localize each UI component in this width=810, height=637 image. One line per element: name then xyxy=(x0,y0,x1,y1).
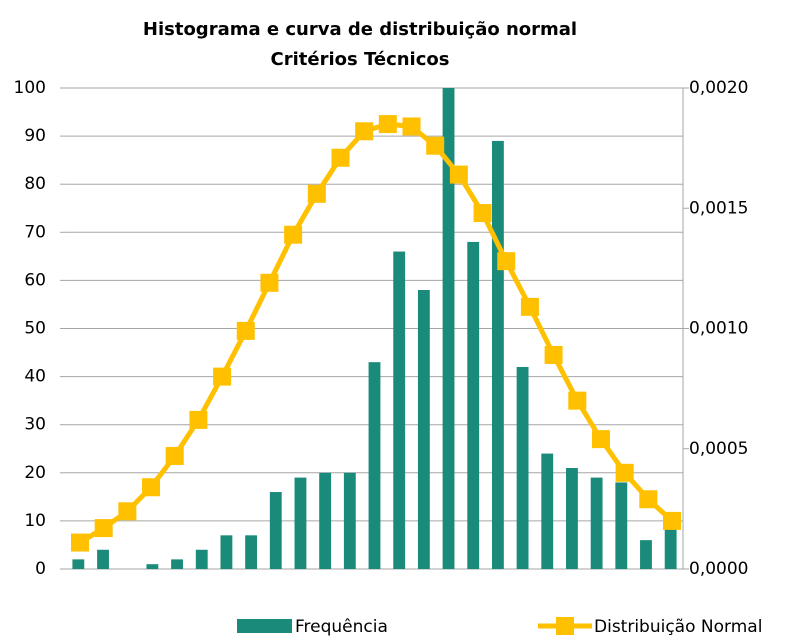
y-tick-label: 40 xyxy=(24,367,46,387)
y2-tick-label: 0,0000 xyxy=(689,559,748,579)
marker xyxy=(591,430,610,449)
marker xyxy=(260,273,279,292)
marker xyxy=(568,391,587,410)
legend-swatch xyxy=(237,619,292,633)
chart-title: Histograma e curva de distribuição norma… xyxy=(143,19,577,40)
bar xyxy=(442,88,455,569)
y-tick-label: 20 xyxy=(24,463,46,483)
bar xyxy=(368,362,381,569)
marker xyxy=(355,122,374,141)
bar xyxy=(615,482,628,569)
y-tick-label: 70 xyxy=(24,222,46,242)
bar xyxy=(220,535,233,569)
marker xyxy=(473,204,492,223)
marker xyxy=(615,463,634,482)
bar xyxy=(467,241,480,570)
bar xyxy=(97,549,109,569)
y-tick-label: 10 xyxy=(24,511,46,531)
y2-tick-label: 0,0020 xyxy=(689,78,748,98)
marker xyxy=(118,502,137,521)
marker xyxy=(426,136,445,155)
chart-subtitle: Critérios Técnicos xyxy=(271,49,450,70)
marker xyxy=(402,117,421,136)
marker xyxy=(307,184,326,203)
bar xyxy=(319,472,332,569)
bar xyxy=(343,472,356,569)
bar xyxy=(171,559,183,569)
y-tick-label: 0 xyxy=(35,559,46,579)
bar xyxy=(516,366,529,569)
bar xyxy=(294,477,307,569)
bar xyxy=(72,559,85,569)
marker xyxy=(142,478,161,497)
y-tick-label: 100 xyxy=(14,78,46,98)
y-tick-label: 30 xyxy=(24,415,46,435)
marker xyxy=(213,367,232,386)
marker xyxy=(663,511,681,530)
y2-tick-label: 0,0005 xyxy=(689,439,748,459)
y-tick-label: 60 xyxy=(24,270,46,290)
bar xyxy=(195,549,208,569)
bar xyxy=(590,477,603,569)
marker xyxy=(497,252,516,271)
bar xyxy=(393,251,406,570)
marker xyxy=(639,490,658,509)
y-tick-label: 50 xyxy=(24,319,46,339)
bar xyxy=(491,140,504,569)
bar xyxy=(417,290,430,569)
legend-label: Frequência xyxy=(295,617,388,637)
marker xyxy=(378,115,397,134)
y2-tick-label: 0,0015 xyxy=(689,198,748,218)
marker xyxy=(71,533,89,552)
bar xyxy=(146,564,159,569)
bar xyxy=(269,492,282,569)
marker xyxy=(331,148,350,167)
marker xyxy=(544,345,563,364)
marker xyxy=(284,225,303,244)
bar xyxy=(245,535,258,569)
bar xyxy=(664,520,677,569)
marker xyxy=(236,321,255,340)
marker xyxy=(520,297,539,316)
marker xyxy=(189,410,208,429)
bar xyxy=(566,467,578,569)
y-tick-label: 90 xyxy=(24,126,46,146)
y2-tick-label: 0,0010 xyxy=(689,319,748,339)
y-tick-label: 80 xyxy=(24,174,46,194)
marker xyxy=(449,165,468,184)
bar xyxy=(541,453,554,569)
legend-marker xyxy=(556,617,574,635)
bar xyxy=(640,540,652,569)
marker xyxy=(94,519,113,538)
legend-label: Distribuição Normal xyxy=(594,617,762,637)
marker xyxy=(165,446,184,465)
